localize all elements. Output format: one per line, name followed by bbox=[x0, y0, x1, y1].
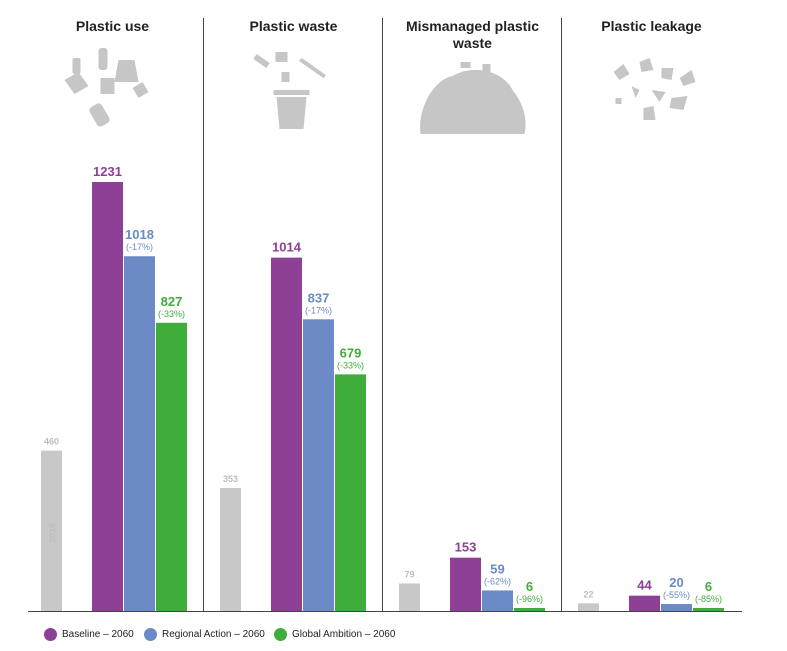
data-label-baseline: 1231 bbox=[93, 164, 122, 179]
plastic-leakage-icon bbox=[613, 58, 696, 120]
waste-pile bbox=[420, 69, 526, 134]
data-label-regional: 59 bbox=[490, 561, 504, 576]
pct-change-global: (-33%) bbox=[158, 309, 185, 319]
bar-global bbox=[693, 608, 724, 611]
data-label-baseline: 153 bbox=[455, 540, 477, 555]
panel-title: Plastic leakage bbox=[601, 18, 702, 34]
data-label-regional: 20 bbox=[669, 575, 683, 590]
panel-title: Plastic waste bbox=[250, 18, 338, 34]
legend-label-regional: Regional Action – 2060 bbox=[162, 629, 265, 640]
legend-item-baseline: Baseline – 2060 bbox=[44, 628, 134, 641]
bar-global bbox=[514, 608, 545, 611]
bar-baseline bbox=[271, 257, 302, 611]
legend: Baseline – 2060 Regional Action – 2060 G… bbox=[0, 626, 787, 646]
leak-fragment bbox=[615, 98, 622, 104]
legend-item-global: Global Ambition – 2060 bbox=[274, 628, 395, 641]
leak-fragment bbox=[643, 106, 656, 120]
pct-change-regional: (-17%) bbox=[126, 242, 153, 252]
pct-change-regional: (-17%) bbox=[305, 305, 332, 315]
leak-fragment bbox=[651, 90, 666, 102]
bar-2019 bbox=[399, 583, 420, 611]
item-shape bbox=[482, 64, 491, 72]
pct-change-regional: (-62%) bbox=[484, 576, 511, 586]
bottle-shape bbox=[281, 72, 290, 82]
data-label-regional: 1018 bbox=[125, 227, 154, 242]
legend-item-regional: Regional Action – 2060 bbox=[144, 628, 265, 641]
data-label-baseline: 44 bbox=[637, 578, 652, 593]
data-label-2019: 22 bbox=[583, 589, 593, 599]
plastic-use-icon bbox=[64, 48, 149, 127]
jug-shape bbox=[89, 103, 110, 127]
bar-global bbox=[156, 322, 187, 611]
base-year-label: 2019 bbox=[48, 523, 58, 543]
pct-change-global: (-33%) bbox=[337, 360, 364, 370]
data-label-2019: 460 bbox=[44, 437, 59, 447]
bin-body bbox=[276, 97, 307, 129]
chart: Plastic use460201912311018(-17%)827(-33%… bbox=[28, 18, 742, 612]
bar-2019 bbox=[578, 603, 599, 611]
bar-2019 bbox=[220, 487, 241, 611]
leak-fragment bbox=[613, 64, 630, 80]
crate-shape bbox=[100, 78, 115, 94]
data-label-2019: 79 bbox=[404, 569, 414, 579]
data-label-global: 679 bbox=[340, 345, 362, 360]
data-label-global: 827 bbox=[161, 294, 183, 309]
legend-label-baseline: Baseline – 2060 bbox=[62, 629, 134, 640]
data-label-regional: 837 bbox=[308, 290, 330, 305]
leak-fragment bbox=[661, 68, 674, 80]
mismanaged-waste-pile-icon bbox=[420, 62, 526, 134]
panel-title: waste bbox=[452, 35, 492, 51]
bar-baseline bbox=[450, 557, 481, 611]
bottle-shape bbox=[132, 82, 149, 98]
plastic-waste-bin-icon bbox=[253, 52, 326, 129]
bar-baseline bbox=[629, 595, 660, 611]
bar-baseline bbox=[92, 182, 123, 611]
leak-fragment bbox=[679, 70, 696, 86]
container-shape bbox=[64, 72, 89, 94]
data-label-baseline: 1014 bbox=[272, 240, 302, 255]
panel-title: Mismanaged plastic bbox=[406, 18, 539, 34]
bar-regional bbox=[482, 590, 513, 611]
data-label-global: 6 bbox=[705, 579, 712, 594]
bar-regional bbox=[303, 319, 334, 611]
legend-swatch-regional bbox=[144, 628, 157, 641]
pct-change-regional: (-55%) bbox=[663, 590, 690, 600]
item-shape bbox=[460, 62, 471, 68]
pct-change-global: (-85%) bbox=[695, 594, 722, 604]
leak-fragment bbox=[631, 86, 640, 98]
bar-global bbox=[335, 374, 366, 611]
leak-fragment bbox=[669, 96, 688, 110]
leak-fragment bbox=[639, 58, 654, 72]
pct-change-global: (-96%) bbox=[516, 594, 543, 604]
legend-label-global: Global Ambition – 2060 bbox=[292, 629, 396, 640]
bag-shape bbox=[114, 60, 139, 82]
bottle-shape bbox=[253, 53, 270, 69]
data-label-global: 6 bbox=[526, 579, 533, 594]
straw-shape bbox=[299, 57, 326, 79]
bottle-shape bbox=[72, 58, 81, 74]
legend-swatch-global bbox=[274, 628, 287, 641]
legend-swatch-baseline bbox=[44, 628, 57, 641]
bar-regional bbox=[124, 256, 155, 611]
bin-lid bbox=[273, 90, 310, 95]
bar-regional bbox=[661, 604, 692, 611]
panel-title: Plastic use bbox=[76, 18, 149, 34]
cup-shape bbox=[275, 52, 288, 62]
data-label-2019: 353 bbox=[223, 474, 238, 484]
bottle-shape bbox=[98, 48, 108, 70]
bar-2019 bbox=[41, 450, 62, 611]
